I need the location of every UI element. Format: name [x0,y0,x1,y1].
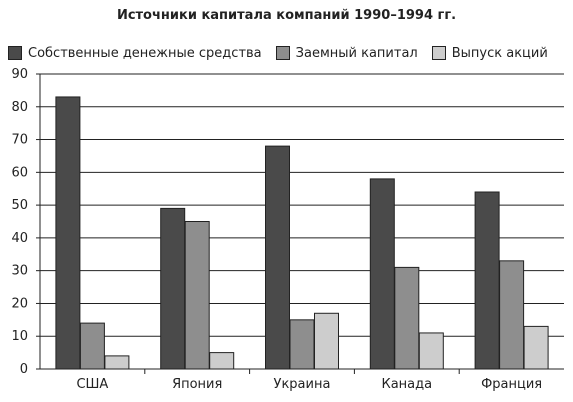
legend-swatch-borrowed-capital [275,46,290,60]
legend-label-own-funds: Собственные денежные средства [28,45,262,61]
legend-item-share-issue: Выпуск акций [431,45,548,61]
legend-swatch-share-issue [431,46,446,60]
legend: Собственные денежные средства Заемный ка… [8,43,562,63]
y-tick-label: 30 [11,264,28,279]
y-tick-label: 20 [11,296,28,311]
bar [160,207,186,370]
x-tick-label: США [76,377,108,392]
legend-swatch-own-funds [8,46,22,60]
y-tick-label: 40 [11,231,28,246]
bar [265,145,290,370]
y-tick-label: 0 [20,362,28,377]
bar [523,325,549,370]
y-tick-label: 90 [11,67,28,82]
bar [369,178,395,370]
x-tick-label: Канада [381,377,432,392]
bar [499,260,525,370]
legend-item-own-funds: Собственные денежные средства [8,46,262,61]
bar [474,191,500,370]
bar [394,266,420,370]
x-tick-label: Франция [481,377,542,392]
y-tick-label: 70 [11,133,28,148]
chart-title: Источники капитала компаний 1990–1994 гг… [116,8,457,23]
bar [79,322,105,370]
x-tick-label: Япония [172,377,222,392]
y-tick-label: 80 [11,100,28,115]
y-tick-label: 10 [11,329,28,344]
bar [314,312,339,370]
bar [184,221,210,370]
bar [209,352,235,370]
bar [289,319,315,370]
x-tick-label: Украина [274,377,331,392]
y-tick-label: 60 [11,165,28,180]
legend-item-borrowed-capital: Заемный капитал [275,45,418,61]
legend-label-borrowed-capital: Заемный капитал [295,45,418,61]
y-tick-label: 50 [11,198,28,213]
bar [104,355,130,370]
legend-label-share-issue: Выпуск акций [451,45,548,61]
bar [418,332,444,370]
bar [55,96,81,370]
